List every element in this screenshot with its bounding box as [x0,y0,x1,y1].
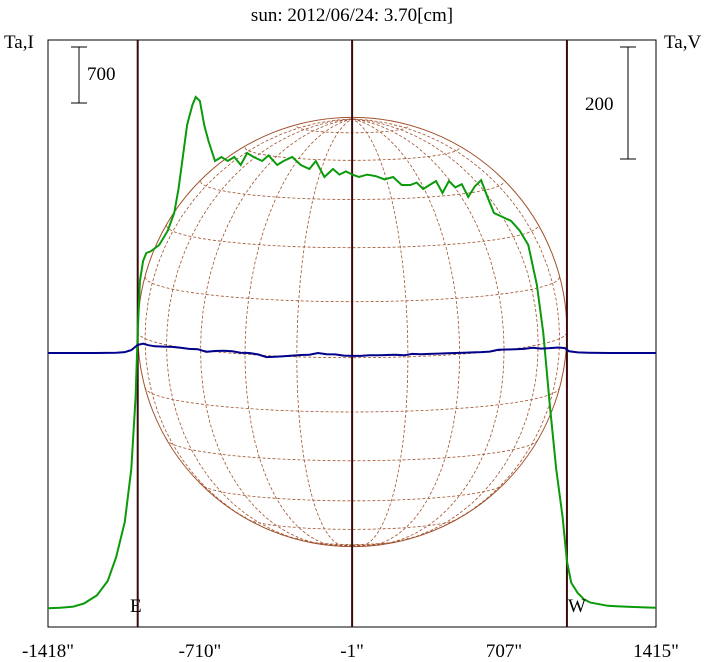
west-label: W [568,596,586,617]
east-label: E [130,596,142,617]
latitude-grid-line [166,438,539,462]
right-axis-label: Ta,V [664,32,701,53]
longitude-grid-line [244,118,353,547]
longitude-grid-line [352,118,409,547]
x-tick-label: -710" [179,641,222,662]
longitude-grid-line [166,118,353,546]
left-axis-label: Ta,I [4,32,34,53]
longitude-grid-line [296,118,353,547]
intensity-series-line [47,95,657,610]
longitude-grid-line [352,118,461,547]
x-tick-label: 1415" [633,641,679,662]
right-scale-bar [620,46,636,160]
x-tick-labels: -1418" -710" -1" 707" 1415" [22,641,679,662]
left-scale-bar [71,46,87,104]
left-scale-label: 700 [87,64,116,85]
longitude-grid-line [352,118,505,547]
latitude-grid-line [166,225,539,249]
longitude-grid-line [200,118,353,547]
longitude-grid-line [352,118,561,546]
limb-marker-lines [136,40,568,627]
polarization-series-line [48,342,656,359]
chart-title: sun: 2012/06/24: 3.70[cm] [251,5,453,26]
x-tick-label: -1418" [22,641,74,662]
longitude-grid-line [352,118,539,546]
x-tick-label: 707" [486,641,522,662]
right-scale-label: 200 [585,94,614,115]
longitude-grid-line [144,118,353,546]
x-tick-label: -1" [340,641,364,662]
